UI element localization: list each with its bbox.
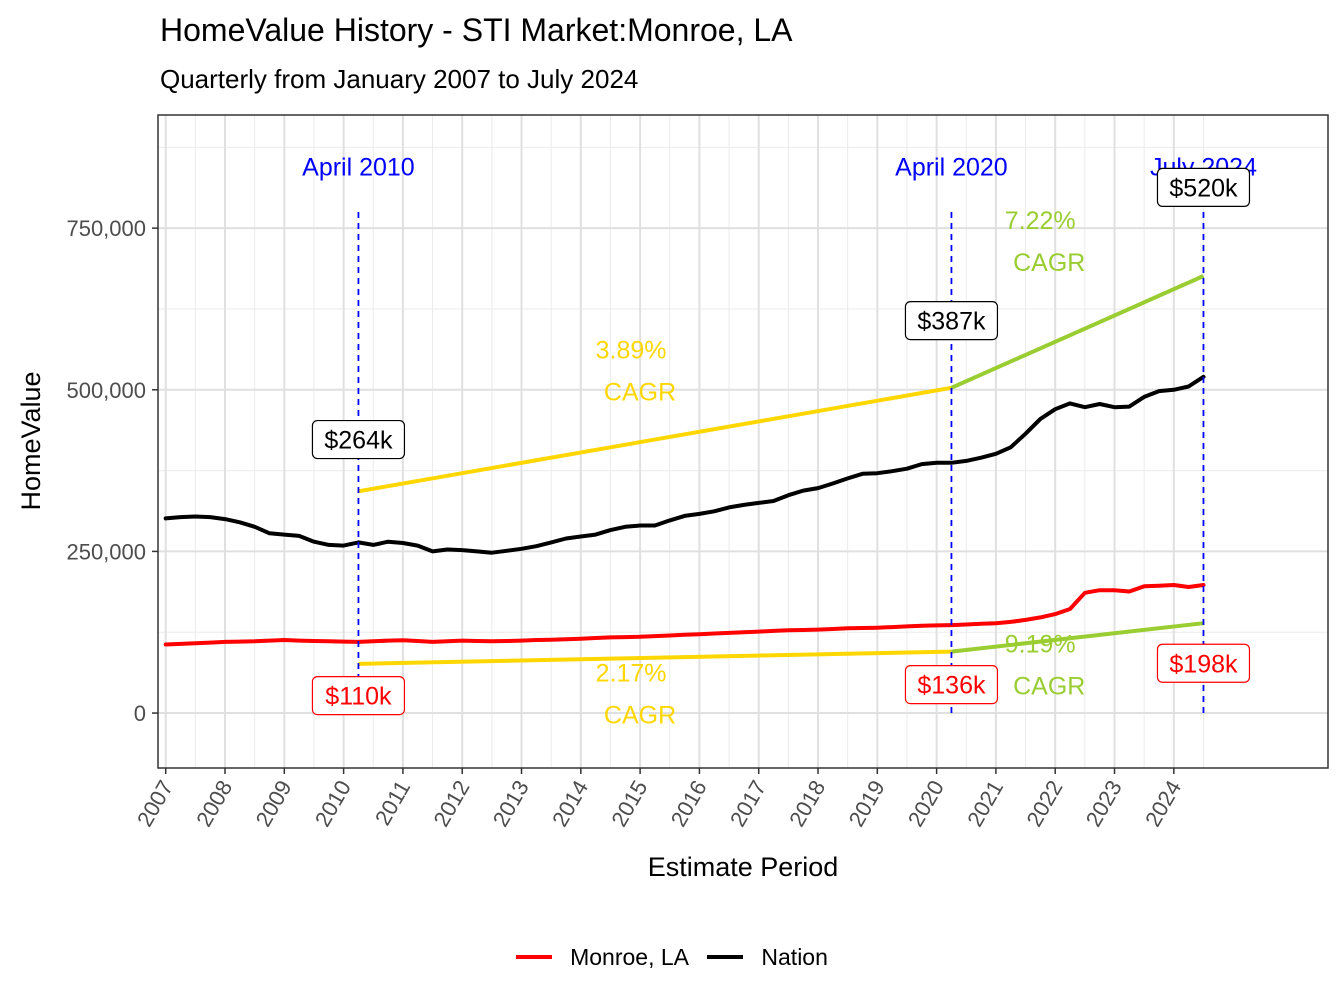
- value-label-box: [904, 664, 999, 705]
- value-label-box: [1156, 167, 1251, 208]
- series-layer: [163, 374, 1206, 647]
- cagr-line: [358, 385, 952, 494]
- x-tick-label: 2012: [428, 776, 474, 831]
- cagr-word-label: CAGR: [604, 378, 676, 406]
- x-tick-label: 2020: [903, 776, 949, 831]
- x-tick-label: 2013: [488, 776, 534, 831]
- value-label: $520k: [1156, 167, 1251, 208]
- cagr-percent-label: 2.17%: [596, 660, 667, 688]
- x-axis-title: Estimate Period: [648, 852, 839, 882]
- cagr-line: [951, 621, 1204, 654]
- cagr-percent-label: 7.22%: [1005, 207, 1076, 235]
- x-tick-label: 2018: [784, 776, 830, 831]
- reference-line-label: April 2020: [895, 154, 1008, 182]
- x-tick-label: 2016: [666, 776, 712, 831]
- cagr-word-label: CAGR: [604, 702, 676, 730]
- legend-item-monroe: Monroe, LA: [516, 944, 689, 971]
- value-label-box: [311, 419, 406, 460]
- value-label-text: $198k: [1169, 650, 1238, 678]
- y-tick-label: 500,000: [66, 378, 146, 403]
- value-label-box: [311, 675, 406, 716]
- x-tick-label: 2019: [844, 776, 890, 831]
- x-tick-label: 2021: [962, 776, 1008, 831]
- x-tick-label: 2008: [191, 776, 237, 831]
- legend-label-monroe: Monroe, LA: [570, 943, 690, 970]
- cagr-line: [950, 274, 1205, 390]
- x-tick-label: 2010: [310, 776, 356, 831]
- cagr-percent-label: 9.19%: [1005, 631, 1076, 659]
- legend-label-nation: Nation: [761, 943, 828, 970]
- series-line-monroe: [163, 583, 1206, 647]
- y-axis-title: HomeValue: [16, 371, 46, 510]
- cagr-percent-label: 3.89%: [596, 336, 667, 364]
- cagr-word-label: CAGR: [1013, 673, 1085, 701]
- x-tick-label: 2022: [1021, 776, 1067, 831]
- value-label-text: $520k: [1169, 174, 1238, 202]
- y-tick-label: 750,000: [66, 216, 146, 241]
- chart-subtitle: Quarterly from January 2007 to July 2024: [160, 64, 639, 94]
- value-label: $136k: [904, 664, 999, 705]
- cagr-word-label: CAGR: [1013, 249, 1085, 277]
- chart-title: HomeValue History - STI Market:Monroe, L…: [160, 12, 793, 48]
- legend-item-nation: Nation: [707, 943, 828, 971]
- y-tick-label: 250,000: [66, 539, 146, 564]
- value-label-box: [1156, 643, 1251, 683]
- value-label: $198k: [1156, 643, 1251, 683]
- value-label-text: $110k: [325, 683, 392, 711]
- cagr-lines: [358, 274, 1205, 666]
- annotation-layer: 3.89% CAGR 7.22% CAGR 2.17% CAGR 9.19% CAGR $264…: [311, 167, 1251, 730]
- x-tick-label: 2017: [725, 776, 771, 831]
- x-tick-label: 2015: [606, 776, 652, 831]
- legend-key-nation: [707, 955, 744, 959]
- x-tick-label: 2007: [132, 776, 178, 831]
- x-tick-label: 2011: [370, 776, 415, 829]
- x-tick-label: 2014: [547, 776, 593, 831]
- value-label-box: [904, 300, 999, 341]
- value-label-text: $387k: [917, 308, 986, 336]
- cagr-line: [358, 649, 952, 666]
- legend: Monroe, LA Nation: [0, 938, 1344, 971]
- reference-line-label: April 2010: [302, 154, 415, 182]
- x-tick-label: 2023: [1081, 776, 1127, 831]
- reference-lines: April 2010 April 2020 July 2024: [302, 154, 1257, 714]
- legend-key-monroe: [516, 955, 553, 959]
- y-tick-label: 0: [134, 701, 146, 726]
- value-label-text: $264k: [324, 427, 393, 455]
- axes: 0 250,000 500,000 750,000 2007 2008 2009 2010 20…: [66, 216, 1186, 831]
- x-tick-label: 2009: [251, 776, 297, 831]
- series-line-nation: [163, 374, 1206, 555]
- x-tick-label: 2024: [1140, 776, 1186, 831]
- value-label: $264k: [311, 419, 406, 460]
- panel-border: [157, 114, 1329, 769]
- value-label: $110k: [311, 675, 406, 716]
- value-label: $387k: [904, 300, 999, 341]
- value-label-text: $136k: [917, 672, 986, 700]
